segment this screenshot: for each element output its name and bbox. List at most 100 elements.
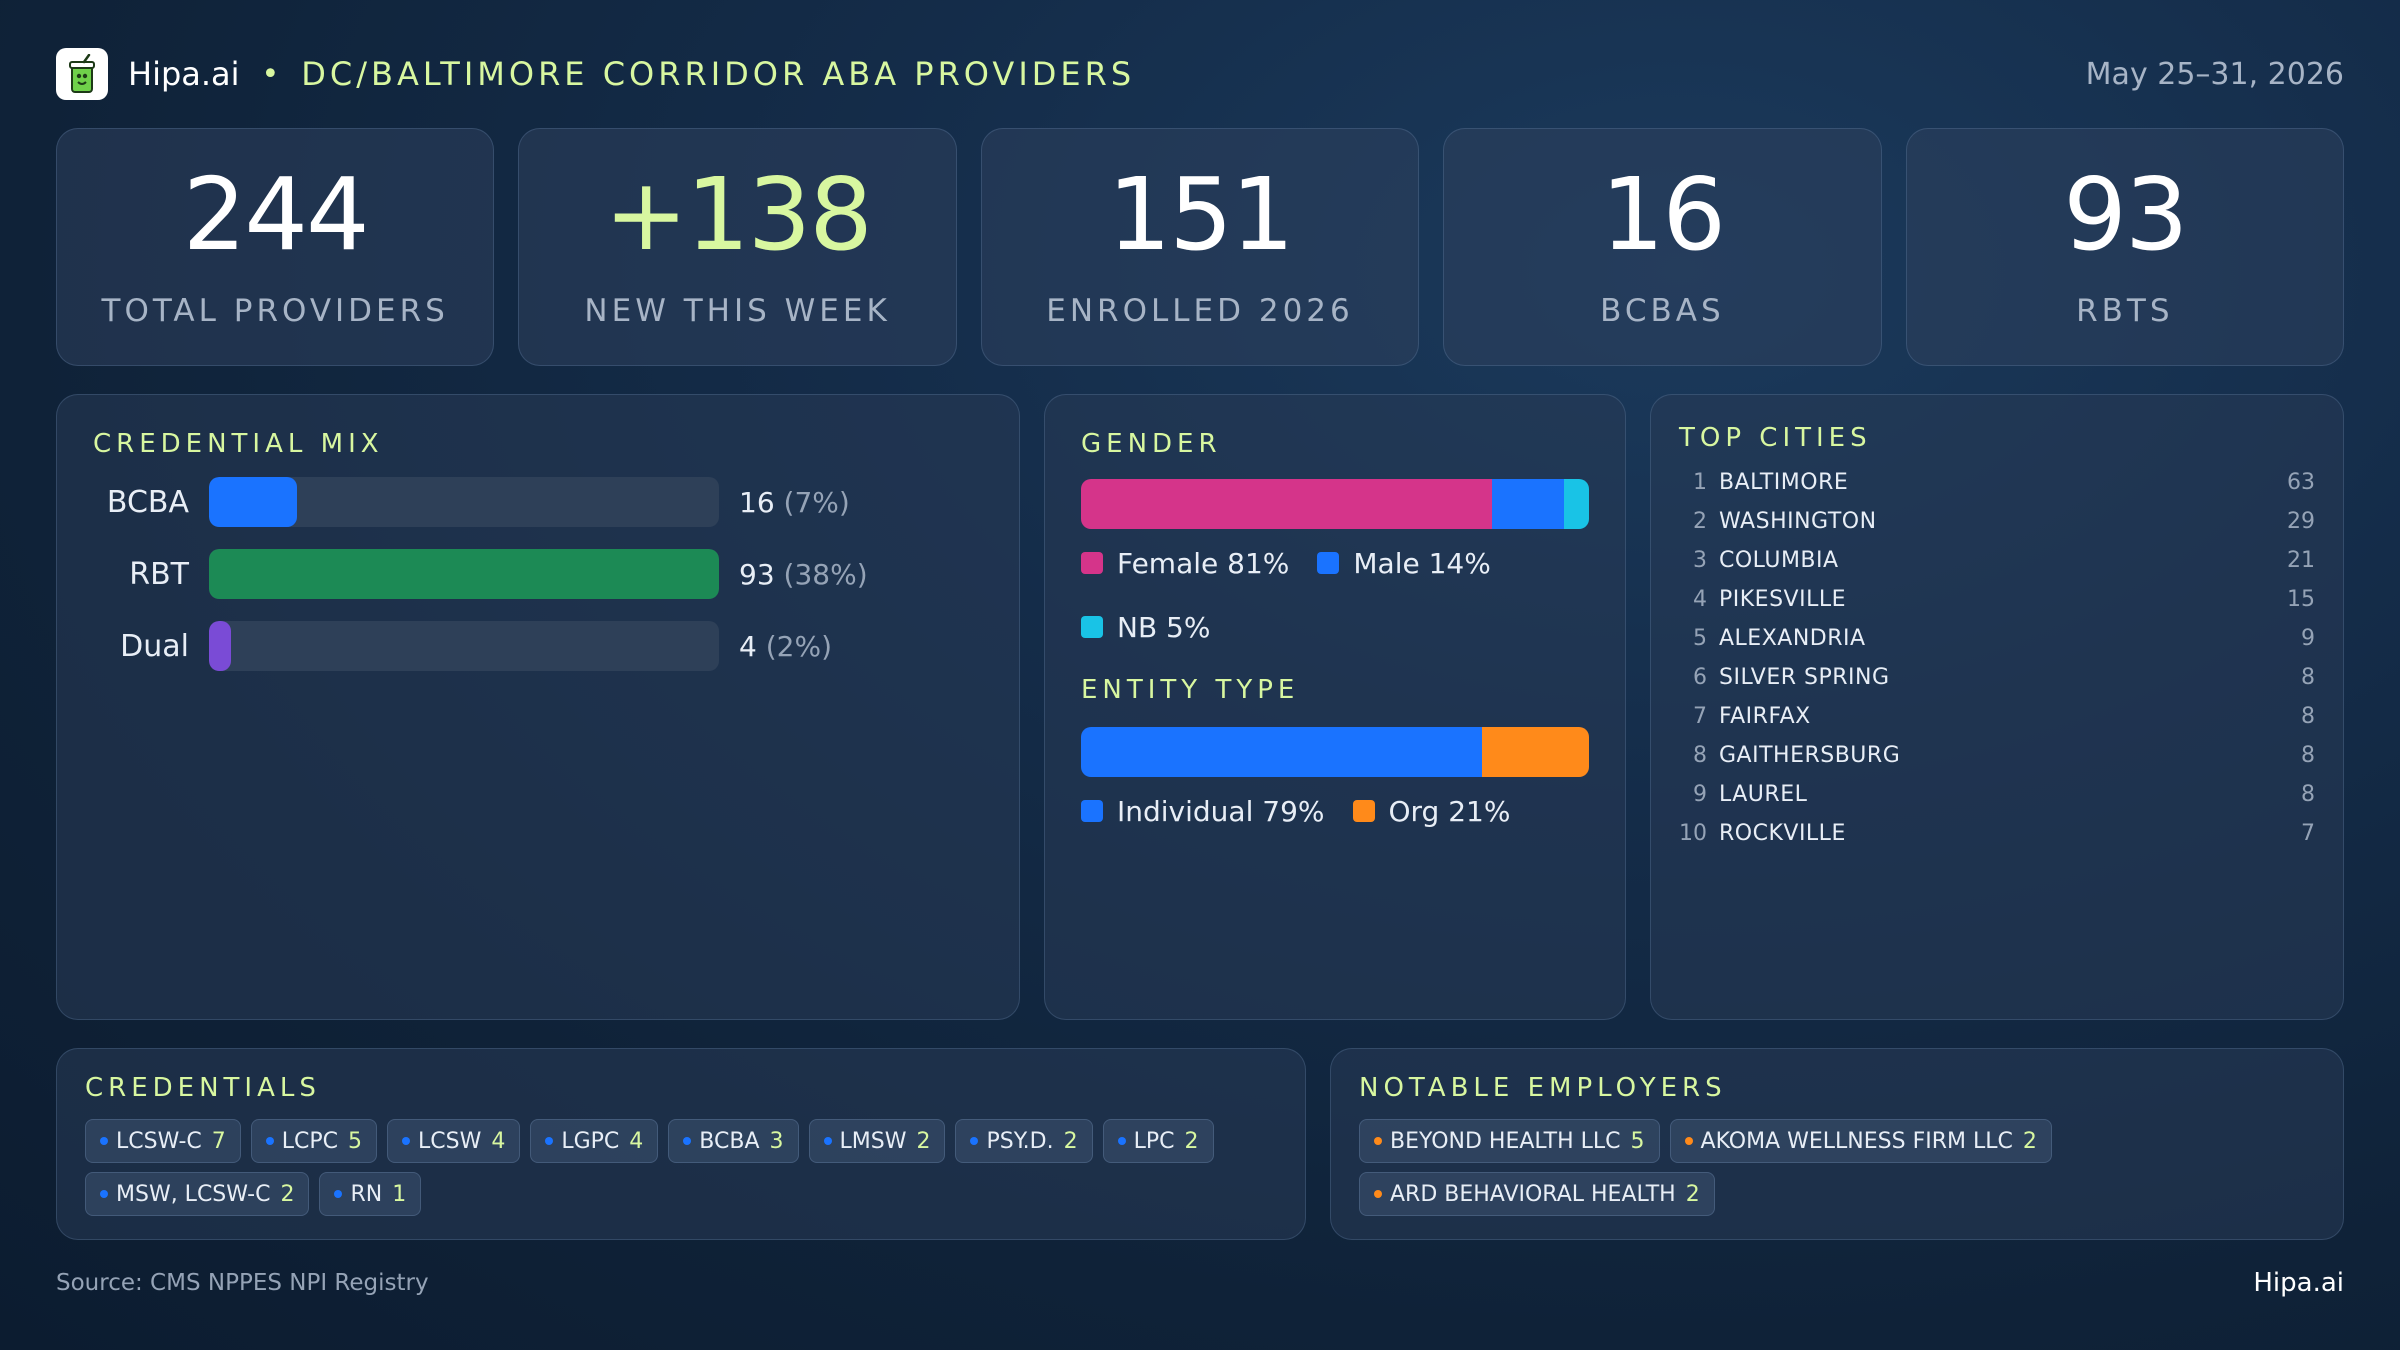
city-list: 1 BALTIMORE 63 2 WASHINGTON 29 3 COLUMBIA 21 4 PIK… [1679,463,2315,853]
city-count: 63 [2287,470,2315,495]
top-cities-panel: TOP CITIES 1 BALTIMORE 63 2 WASHINGTON 29 3 COL… [1650,394,2344,1020]
city-name: ROCKVILLE [1719,821,1846,846]
panel-title: TOP CITIES [1679,423,1872,453]
city-row: 7 FAIRFAX 8 [1679,697,2315,736]
chip-count: 3 [769,1128,784,1154]
chip-count: 2 [1685,1181,1700,1207]
city-row: 1 BALTIMORE 63 [1679,463,2315,502]
chip-dot-icon [100,1137,108,1145]
legend-swatch [1317,552,1340,574]
kpi-label: BCBAS [1600,293,1725,329]
bar-value: 4 [739,629,757,663]
bar [209,549,719,599]
chip-dot-icon [1374,1137,1382,1145]
kpi-label: ENROLLED 2026 [1046,293,1354,329]
city-rank: 8 [1693,743,1707,768]
city-count: 7 [2301,821,2315,846]
legend-swatch [1081,800,1103,822]
bar [209,621,231,671]
chip: PSY.D. 2 [955,1119,1093,1163]
chip-dot-icon [402,1137,410,1145]
legend-item: Female 81% [1081,543,1289,583]
legend-item: Male 14% [1317,543,1491,583]
chip-dot-icon [1684,1137,1693,1145]
chip: ARD BEHAVIORAL HEALTH 2 [1359,1172,1715,1216]
panel-title: CREDENTIALS [85,1073,321,1103]
city-rank: 9 [1693,782,1707,807]
city-count: 21 [2287,548,2315,573]
title-separator: • [261,56,280,92]
credentials-panel: CREDENTIALS LCSW-C 7 LCPC 5 LCSW 4 LGPC 4 BCBA 3 L… [56,1048,1306,1240]
city-name: LAUREL [1719,782,1808,807]
panel-title: NOTABLE EMPLOYERS [1359,1073,1727,1103]
city-row: 6 SILVER SPRING 8 [1679,658,2315,697]
kpi-value: 16 [1600,156,1726,273]
bar-label: RBT [129,556,189,592]
city-row: 4 PIKESVILLE 15 [1679,580,2315,619]
city-rank: 1 [1693,470,1707,495]
bar-value: 16 [739,485,775,519]
source-note: Source: CMS NPPES NPI Registry [56,1270,429,1296]
chip-name: BCBA [699,1128,760,1154]
kpi-value: 93 [2063,156,2188,273]
city-rank: 7 [1693,704,1707,729]
credential-chips: LCSW-C 7 LCPC 5 LCSW 4 LGPC 4 BCBA 3 LMSW 2 PSY.D. 2 L… [85,1119,1277,1225]
city-rank: 4 [1693,587,1707,612]
chip-name: LGPC [561,1128,620,1154]
legend-label: NB 5% [1117,610,1211,644]
chip-dot-icon [683,1137,692,1145]
gender-stacked-bar [1081,479,1589,529]
chip: LMSW 2 [808,1119,946,1163]
legend-item: NB 5% [1081,607,1210,647]
bar-value-label: 93 (38%) [739,558,868,591]
city-row: 8 GAITHERSBURG 8 [1679,736,2315,775]
legend-label: Female 81% [1117,546,1290,580]
legend-swatch [1081,616,1103,638]
legend-swatch [1352,800,1375,822]
employers-panel: NOTABLE EMPLOYERS BEYOND HEALTH LLC 5 AKOM… [1330,1048,2344,1240]
bar-segment [1081,727,1483,777]
chip: BEYOND HEALTH LLC 5 [1359,1119,1660,1163]
chip-count: 4 [629,1128,644,1154]
city-rank: 5 [1693,626,1707,651]
bar-percent: (2%) [765,629,833,663]
chip-count: 2 [1063,1128,1078,1154]
chip-count: 1 [392,1181,407,1207]
bar-percent: (7%) [783,485,850,519]
bar-label: Dual [120,628,189,664]
city-row: 2 WASHINGTON 29 [1679,502,2315,541]
panel-title: ENTITY TYPE [1081,675,1300,705]
chip-dot-icon [970,1137,979,1145]
city-name: ALEXANDRIA [1719,626,1866,651]
chip: LPC 2 [1102,1119,1214,1163]
kpi-card-total-providers: 244 TOTAL PROVIDERS [56,128,495,366]
credential-mix-chart: BCBA 16 (7%) RBT 93 (38%) Dual 4 (2%) [93,477,983,671]
kpi-card-new-this-week: +138 NEW THIS WEEK [518,128,957,366]
chip-dot-icon [1374,1190,1382,1198]
chip-count: 5 [348,1128,362,1154]
city-rank: 2 [1693,509,1707,534]
chip-count: 2 [2022,1128,2037,1154]
bar-segment [1563,479,1589,529]
chip: LCSW-C 7 [85,1119,241,1163]
brand-name: Hipa.ai [128,55,240,93]
kpi-value: 244 [182,156,370,273]
bar-track [209,549,719,599]
drink-cup-icon [69,54,95,93]
kpi-card-enrolled-2026: 151 ENROLLED 2026 [980,128,1420,366]
chip-count: 5 [1630,1128,1645,1154]
city-row: 10 ROCKVILLE 7 [1679,814,2315,853]
chip: RN 1 [319,1172,422,1216]
entity-stacked-bar [1081,727,1589,777]
chip-dot-icon [265,1137,274,1145]
bar-row: RBT 93 (38%) [93,549,983,599]
bar-segment [1482,727,1589,777]
chip-count: 4 [491,1128,506,1154]
city-rank: 10 [1679,821,1707,846]
bar-track [209,621,719,671]
city-name: SILVER SPRING [1719,665,1890,690]
legend-item: Individual 79% [1081,791,1325,831]
kpi-label: NEW THIS WEEK [584,293,891,329]
entity-legend: Individual 79% Org 21% [1081,791,1589,831]
gender-panel: GENDER Female 81% Male 14% NB 5% ENTITY TY… [1044,394,1626,1020]
